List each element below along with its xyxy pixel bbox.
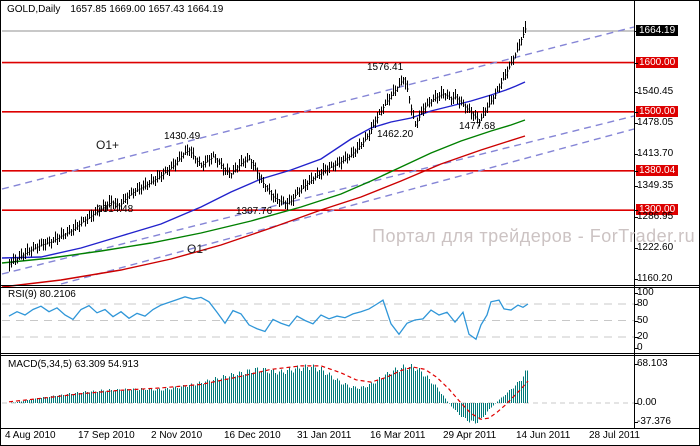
date-axis-label: 28 Jul 2011 [589,430,640,441]
axis-tick [634,403,638,404]
indicator-axis-label: 20 [637,331,649,342]
price-axis-label: 1664.19 [636,25,679,36]
price-axis-label: 1500.00 [636,105,679,117]
axis-tick [634,348,638,349]
indicator-axis-label: 0 [637,342,643,353]
watermark-text: Портал для трейдеров - ForTrader.ru [372,226,696,246]
price-axis-label: 1222.60 [637,242,674,254]
price-axis-label: 1600.00 [636,56,679,68]
price-annotation-label[interactable]: 1477.68 [459,121,496,132]
channel-object-label[interactable]: O1- [187,242,208,256]
price-annotation-label[interactable]: 1462.20 [377,129,414,140]
price-annotation-label[interactable]: 1314.48 [97,204,134,215]
price-axis-label: 1413.70 [637,148,674,160]
axis-tick [634,337,638,338]
indicator-axis-label: 100 [637,287,654,298]
axis-tick [634,210,638,212]
indicator-axis-label: 50 [637,314,649,326]
chart-title: GOLD,Daily 1657.85 1669.00 1657.43 1664.1… [7,4,223,15]
axis-tick [634,422,638,423]
price-axis-label: 1349.35 [637,179,674,191]
axis-tick [634,31,638,32]
axis-tick [634,122,638,124]
indicator-axis-label: 0.00 [637,397,657,408]
indicator-axis-label: 80 [637,298,649,309]
axis-tick [634,185,638,187]
date-axis-label: 2 Nov 2010 [151,430,203,441]
indicator-axis-label: -37.376 [637,416,671,427]
axis-tick [634,62,638,64]
axis-tick [634,320,638,322]
panel-separator-1a[interactable] [1,285,699,286]
axis-tick [634,91,638,93]
date-axis-label: 14 Jun 2011 [516,430,571,441]
axis-tick [634,154,638,156]
price-axis-label: 1380.04 [636,164,679,176]
panel-separator-2b [1,355,699,356]
price-axis-label: 1478.05 [637,116,674,128]
ohlc-values-label: 1657.85 1669.00 1657.43 1664.19 [70,4,224,15]
price-axis-label: 1300.00 [636,204,679,216]
rsi-indicator-label: RSI(9) 80.2106 [8,289,76,300]
axis-tick [634,170,638,172]
date-axis-label: 17 Sep 2010 [78,430,135,441]
symbol-period-label: GOLD,Daily [7,4,61,15]
date-axis-label: 16 Mar 2011 [370,430,426,441]
date-axis-label: 16 Dec 2010 [224,430,281,441]
price-axis-label: 1160.20 [637,272,673,284]
macd-indicator-label: MACD(5,34,5) 63.309 54.913 [8,359,139,370]
axis-tick [634,278,638,280]
price-axis-label: 1540.45 [637,85,674,97]
panel-separator-1b [1,287,699,288]
axis-tick [634,248,638,250]
date-axis-line[interactable] [1,428,699,429]
date-axis-label: 31 Jan 2011 [297,430,352,441]
axis-tick [634,111,638,113]
channel-object-label[interactable]: O1+ [96,138,120,152]
axis-tick [634,304,638,305]
axis-tick [634,293,638,294]
axis-tick [634,363,638,365]
price-annotation-label[interactable]: 1576.41 [367,62,404,73]
panel-separator-2a[interactable] [1,353,699,354]
indicator-axis-label: 68.103 [637,357,668,369]
price-annotation-label[interactable]: 1430.49 [164,131,201,142]
price-annotation-label[interactable]: 1307.76 [236,206,273,217]
date-axis-label: 29 Apr 2011 [443,430,497,441]
axis-tick [634,216,638,218]
date-axis-label: 4 Aug 2010 [5,430,56,441]
price-axis-label: 1286.95 [637,210,674,222]
price-axis-line[interactable] [634,1,635,428]
